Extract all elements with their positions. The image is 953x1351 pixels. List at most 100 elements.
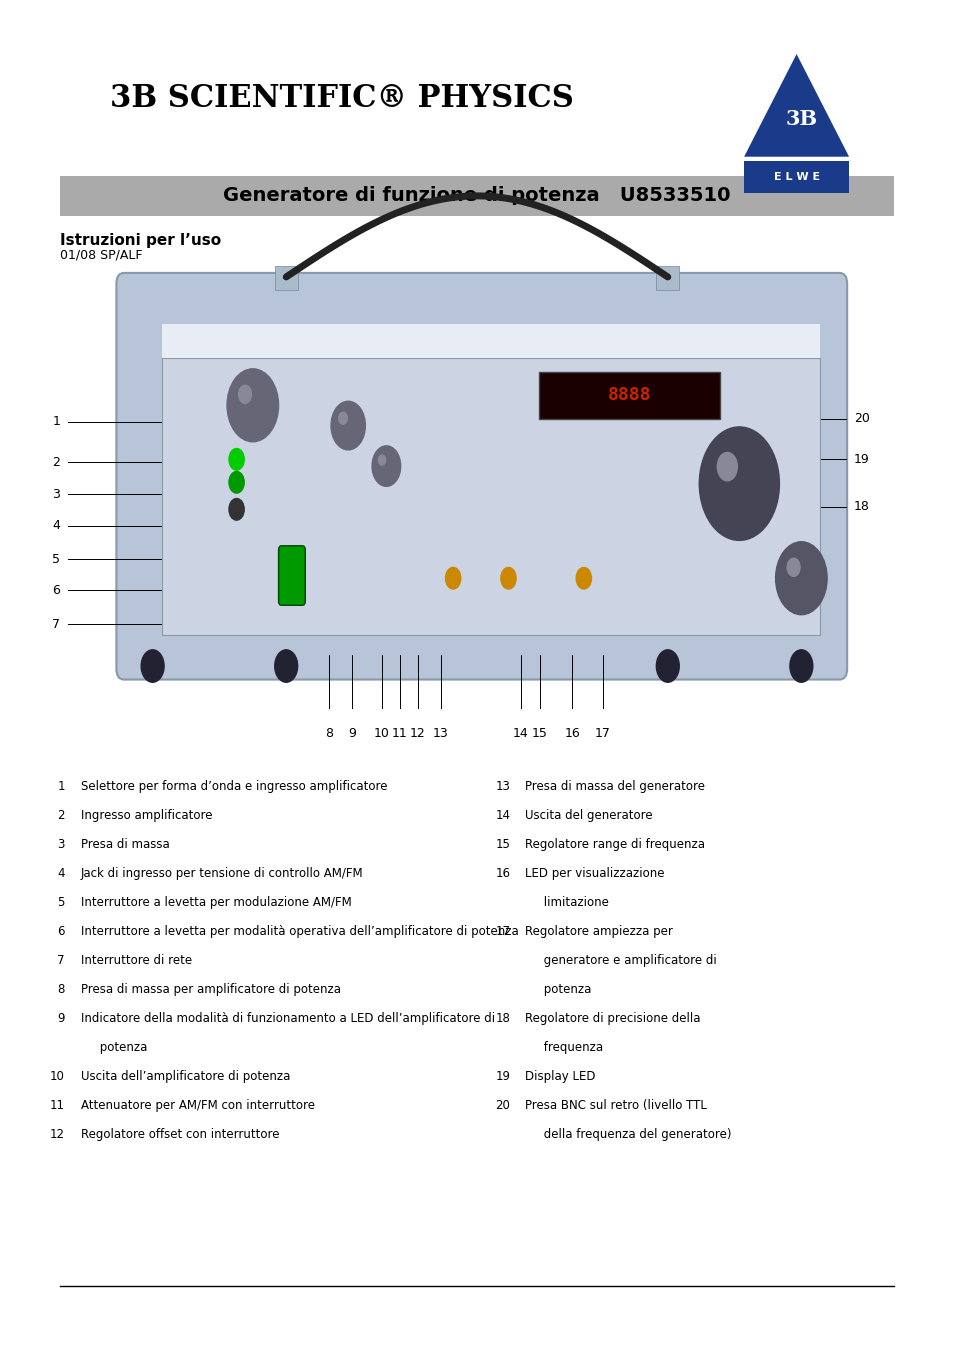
- Circle shape: [331, 401, 365, 450]
- Circle shape: [338, 412, 347, 424]
- Text: 6: 6: [52, 584, 60, 597]
- Text: 13: 13: [495, 780, 510, 793]
- Text: 01/08 SP/ALF: 01/08 SP/ALF: [60, 249, 142, 262]
- Text: 3: 3: [57, 838, 65, 851]
- Circle shape: [229, 449, 244, 470]
- Circle shape: [786, 558, 800, 577]
- Circle shape: [699, 427, 779, 540]
- FancyBboxPatch shape: [743, 161, 848, 193]
- Text: Regolatore offset con interruttore: Regolatore offset con interruttore: [81, 1128, 279, 1142]
- Text: 4: 4: [57, 867, 65, 880]
- Text: 16: 16: [495, 867, 510, 880]
- Text: 5: 5: [52, 553, 60, 566]
- Text: 3B SCIENTIFIC® PHYSICS: 3B SCIENTIFIC® PHYSICS: [110, 84, 573, 113]
- Circle shape: [227, 369, 278, 442]
- Circle shape: [229, 499, 244, 520]
- Circle shape: [775, 542, 826, 615]
- Text: 16: 16: [564, 727, 579, 740]
- Text: 13: 13: [433, 727, 448, 740]
- Circle shape: [500, 567, 516, 589]
- Text: Jack di ingresso per tensione di controllo AM/FM: Jack di ingresso per tensione di control…: [81, 867, 363, 880]
- Text: 11: 11: [392, 727, 407, 740]
- Text: Attenuatore per AM/FM con interruttore: Attenuatore per AM/FM con interruttore: [81, 1100, 314, 1112]
- Text: della frequenza del generatore): della frequenza del generatore): [524, 1128, 730, 1142]
- Text: potenza: potenza: [524, 984, 591, 996]
- Text: Regolatore range di frequenza: Regolatore range di frequenza: [524, 838, 704, 851]
- Text: Interruttore a levetta per modalità operativa dell’amplificatore di potenza: Interruttore a levetta per modalità oper…: [81, 924, 518, 938]
- Text: 1: 1: [52, 415, 60, 428]
- Text: 5: 5: [57, 896, 65, 909]
- FancyBboxPatch shape: [162, 358, 820, 635]
- Text: Presa BNC sul retro (livello TTL: Presa BNC sul retro (livello TTL: [524, 1100, 706, 1112]
- Text: potenza: potenza: [81, 1040, 148, 1054]
- Circle shape: [238, 385, 252, 404]
- FancyBboxPatch shape: [60, 176, 893, 216]
- Text: 14: 14: [495, 808, 510, 821]
- Text: 9: 9: [348, 727, 355, 740]
- Text: 3B: 3B: [784, 109, 817, 128]
- Text: 1: 1: [57, 780, 65, 793]
- Text: 14: 14: [513, 727, 528, 740]
- Text: Regolatore ampiezza per: Regolatore ampiezza per: [524, 924, 672, 938]
- Circle shape: [656, 650, 679, 682]
- Text: 15: 15: [495, 838, 510, 851]
- Text: 18: 18: [853, 500, 869, 513]
- Circle shape: [576, 567, 591, 589]
- Circle shape: [141, 650, 164, 682]
- Text: 7: 7: [52, 617, 60, 631]
- Text: 10: 10: [374, 727, 389, 740]
- Text: 8: 8: [57, 984, 65, 996]
- FancyBboxPatch shape: [162, 324, 820, 358]
- Text: Uscita dell’amplificatore di potenza: Uscita dell’amplificatore di potenza: [81, 1070, 290, 1084]
- FancyBboxPatch shape: [116, 273, 846, 680]
- Circle shape: [274, 650, 297, 682]
- Text: 12: 12: [50, 1128, 65, 1142]
- Text: limitazione: limitazione: [524, 896, 608, 909]
- Text: 7: 7: [57, 954, 65, 967]
- Text: Uscita del generatore: Uscita del generatore: [524, 808, 652, 821]
- Text: 19: 19: [495, 1070, 510, 1084]
- Text: 2: 2: [52, 455, 60, 469]
- Text: 18: 18: [495, 1012, 510, 1025]
- Text: 3: 3: [52, 488, 60, 501]
- Text: Presa di massa: Presa di massa: [81, 838, 170, 851]
- Text: Display LED: Display LED: [524, 1070, 595, 1084]
- Circle shape: [229, 471, 244, 493]
- Text: 10: 10: [50, 1070, 65, 1084]
- Text: Generatore di funzione di potenza   U8533510: Generatore di funzione di potenza U85335…: [223, 186, 730, 205]
- Circle shape: [378, 455, 385, 465]
- Text: Regolatore di precisione della: Regolatore di precisione della: [524, 1012, 700, 1025]
- FancyBboxPatch shape: [538, 372, 720, 419]
- Text: Interruttore di rete: Interruttore di rete: [81, 954, 192, 967]
- FancyBboxPatch shape: [278, 546, 305, 605]
- Text: 17: 17: [495, 924, 510, 938]
- Text: 8: 8: [325, 727, 333, 740]
- Text: 20: 20: [853, 412, 869, 426]
- Text: 17: 17: [595, 727, 610, 740]
- Text: frequenza: frequenza: [524, 1040, 602, 1054]
- Text: 9: 9: [57, 1012, 65, 1025]
- Text: Presa di massa per amplificatore di potenza: Presa di massa per amplificatore di pote…: [81, 984, 341, 996]
- Text: Interruttore a levetta per modulazione AM/FM: Interruttore a levetta per modulazione A…: [81, 896, 352, 909]
- Text: 19: 19: [853, 453, 869, 466]
- Circle shape: [445, 567, 460, 589]
- Text: 11: 11: [50, 1100, 65, 1112]
- Text: E L W E: E L W E: [773, 172, 819, 182]
- Text: Selettore per forma d’onda e ingresso amplificatore: Selettore per forma d’onda e ingresso am…: [81, 780, 387, 793]
- Text: Presa di massa del generatore: Presa di massa del generatore: [524, 780, 704, 793]
- Text: 8888: 8888: [607, 386, 651, 404]
- Text: generatore e amplificatore di: generatore e amplificatore di: [524, 954, 716, 967]
- Text: 15: 15: [532, 727, 547, 740]
- Text: 4: 4: [52, 519, 60, 532]
- Polygon shape: [743, 54, 848, 157]
- FancyBboxPatch shape: [656, 266, 679, 290]
- Circle shape: [789, 650, 812, 682]
- Text: Istruzioni per l’uso: Istruzioni per l’uso: [60, 232, 221, 249]
- Text: 12: 12: [410, 727, 425, 740]
- Text: LED per visualizzazione: LED per visualizzazione: [524, 867, 663, 880]
- Text: 2: 2: [57, 808, 65, 821]
- Text: Indicatore della modalità di funzionamento a LED dell’amplificatore di: Indicatore della modalità di funzionamen…: [81, 1012, 495, 1025]
- Text: 20: 20: [495, 1100, 510, 1112]
- FancyBboxPatch shape: [274, 266, 297, 290]
- Circle shape: [372, 446, 400, 486]
